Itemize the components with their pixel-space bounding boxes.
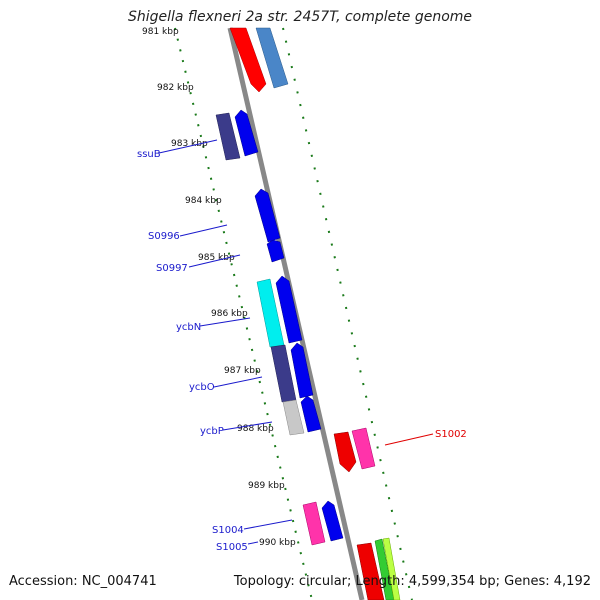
gene-block-S1004 <box>302 500 344 546</box>
gene-block-ssuB <box>215 109 259 161</box>
leader-line <box>179 224 228 237</box>
gene-block-top <box>229 27 289 93</box>
gene-block-ycbP <box>282 395 322 436</box>
gene-arrow <box>333 431 357 473</box>
tick-label: 981 kbp <box>142 27 179 37</box>
gene-arrow <box>234 109 259 157</box>
gene-arrow <box>302 501 326 546</box>
leader-line <box>188 254 241 268</box>
outer-track <box>282 27 413 600</box>
gene-arrow <box>254 188 281 243</box>
leader-line <box>384 433 434 446</box>
leader-line <box>158 139 218 154</box>
gene-arrow <box>229 27 267 93</box>
leader-line <box>222 421 273 431</box>
gene-label-ssuB[interactable]: ssuB <box>137 149 161 160</box>
tick-label: 986 kbp <box>211 309 248 319</box>
leader-line <box>213 376 263 388</box>
accession-text: Accession: NC_004741 <box>9 574 157 589</box>
gene-arrow <box>356 542 385 600</box>
gene-block-bottom <box>356 537 401 600</box>
gene-label-ycbO[interactable]: ycbO <box>189 382 215 393</box>
gene-label-S1004[interactable]: S1004 <box>212 525 244 536</box>
tick-label: 990 kbp <box>259 538 296 548</box>
leader-line <box>243 519 293 530</box>
leader-line <box>199 317 251 327</box>
gene-arrow <box>215 112 241 161</box>
gene-arrow <box>382 537 401 600</box>
tick-label: 985 kbp <box>198 253 235 263</box>
tick-label: 984 kbp <box>185 196 222 206</box>
gene-arrow <box>374 538 395 600</box>
gene-block-S0996 <box>254 188 285 263</box>
gene-arrow <box>300 395 322 433</box>
leader-line <box>247 541 259 545</box>
tick-label: 989 kbp <box>248 481 285 491</box>
gene-block-ycbO <box>270 342 314 403</box>
gene-label-S0997[interactable]: S0997 <box>156 263 188 274</box>
gene-label-S1002[interactable]: S1002 <box>435 429 467 440</box>
genome-title-overlay: Shigella flexneri 2a str. 2457T, complet… <box>127 9 473 25</box>
genome-summary-text: Topology: circular; Length: 4,599,354 bp… <box>233 574 591 589</box>
gene-arrow <box>290 342 314 399</box>
tick-label: 987 kbp <box>224 366 261 376</box>
gene-label-S1005[interactable]: S1005 <box>216 542 248 553</box>
gene-arrow <box>321 500 344 542</box>
gene-label-S0996[interactable]: S0996 <box>148 231 180 242</box>
tick-label: 983 kbp <box>171 139 208 149</box>
gene-arrow <box>255 27 289 89</box>
tick-label: 982 kbp <box>157 83 194 93</box>
gene-label-ycbP[interactable]: ycbP <box>200 426 224 437</box>
tick-label: 988 kbp <box>237 424 274 434</box>
gene-arrow <box>275 275 303 344</box>
gene-block-S1002 <box>333 427 376 473</box>
gene-block-ycbN <box>256 275 303 348</box>
gene-label-ycbN[interactable]: ycbN <box>176 322 201 333</box>
gene-arrow <box>266 239 285 263</box>
gene-arrow <box>282 399 305 436</box>
gene-arrow <box>351 427 376 470</box>
